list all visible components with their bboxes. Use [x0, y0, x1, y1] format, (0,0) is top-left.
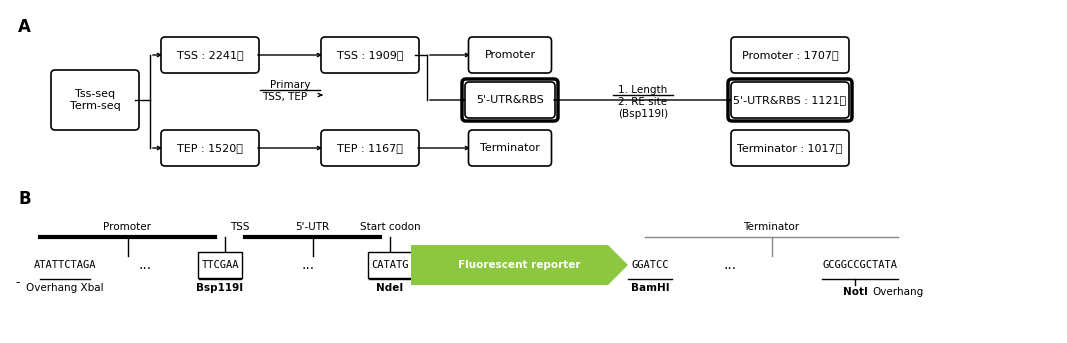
- Polygon shape: [411, 245, 628, 285]
- Text: B: B: [18, 190, 31, 208]
- Text: Terminator: Terminator: [480, 143, 540, 153]
- Text: TSS, TEP: TSS, TEP: [262, 92, 307, 102]
- Text: Fluorescent reporter: Fluorescent reporter: [458, 260, 580, 270]
- FancyBboxPatch shape: [51, 70, 139, 130]
- Text: Bsp119I: Bsp119I: [196, 283, 243, 293]
- Text: Promoter : 1707개: Promoter : 1707개: [742, 50, 839, 60]
- Text: 5'-UTR&RBS : 1121개: 5'-UTR&RBS : 1121개: [733, 95, 846, 105]
- FancyBboxPatch shape: [161, 37, 259, 73]
- FancyBboxPatch shape: [728, 79, 853, 121]
- Text: ...: ...: [723, 258, 736, 272]
- FancyBboxPatch shape: [731, 130, 849, 166]
- FancyBboxPatch shape: [368, 252, 412, 278]
- Text: Promoter: Promoter: [484, 50, 536, 60]
- Text: 2. RE site: 2. RE site: [619, 97, 668, 107]
- Text: (Bsp119I): (Bsp119I): [618, 109, 668, 119]
- FancyBboxPatch shape: [462, 79, 558, 121]
- Text: TSS: TSS: [230, 222, 250, 232]
- Text: TEP : 1520개: TEP : 1520개: [177, 143, 243, 153]
- Text: 5'-UTR: 5'-UTR: [296, 222, 330, 232]
- Text: GGATCC: GGATCC: [632, 260, 669, 270]
- Text: NdeI: NdeI: [377, 283, 403, 293]
- Text: BamHI: BamHI: [631, 283, 669, 293]
- FancyBboxPatch shape: [468, 130, 552, 166]
- Text: TTCGAA: TTCGAA: [202, 260, 239, 270]
- Text: Terminator: Terminator: [744, 222, 799, 232]
- Text: TSS : 2241개: TSS : 2241개: [177, 50, 243, 60]
- FancyBboxPatch shape: [468, 37, 552, 73]
- Text: -: -: [16, 276, 20, 289]
- Text: ATATTCTAGA: ATATTCTAGA: [34, 260, 96, 270]
- Text: Terminator : 1017개: Terminator : 1017개: [737, 143, 843, 153]
- Text: NotI: NotI: [843, 287, 867, 297]
- Text: 1. Length: 1. Length: [619, 85, 668, 95]
- Text: CATATG: CATATG: [371, 260, 409, 270]
- Text: Primary: Primary: [270, 80, 310, 90]
- Text: ...: ...: [302, 258, 315, 272]
- Text: 5'-UTR&RBS: 5'-UTR&RBS: [476, 95, 544, 105]
- Text: Start codon: Start codon: [360, 222, 420, 232]
- Text: Overhang: Overhang: [873, 287, 924, 297]
- FancyBboxPatch shape: [465, 82, 555, 118]
- FancyBboxPatch shape: [198, 252, 242, 278]
- Text: ...: ...: [139, 258, 152, 272]
- Text: TEP : 1167개: TEP : 1167개: [337, 143, 403, 153]
- FancyBboxPatch shape: [731, 37, 849, 73]
- Text: Tss-seq
Term-seq: Tss-seq Term-seq: [69, 89, 121, 111]
- Text: A: A: [18, 18, 31, 36]
- FancyBboxPatch shape: [161, 130, 259, 166]
- FancyBboxPatch shape: [321, 37, 419, 73]
- Text: TSS : 1909개: TSS : 1909개: [337, 50, 403, 60]
- Text: Overhang XbaI: Overhang XbaI: [27, 283, 103, 293]
- FancyBboxPatch shape: [731, 82, 849, 118]
- Text: GCGGCCGCTATA: GCGGCCGCTATA: [823, 260, 897, 270]
- FancyBboxPatch shape: [321, 130, 419, 166]
- Text: Promoter: Promoter: [103, 222, 152, 232]
